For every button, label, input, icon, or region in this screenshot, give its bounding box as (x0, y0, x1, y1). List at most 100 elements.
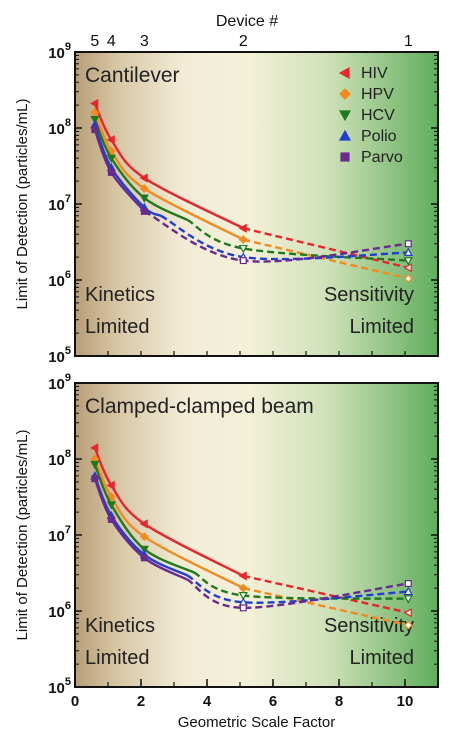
legend: HIV HPV HCV Polio Parvo (338, 65, 403, 166)
annotation-text: Limited (350, 647, 414, 669)
y-tick-label: 106 (48, 600, 71, 621)
data-point-hpv (238, 235, 248, 245)
data-point-hcv (238, 592, 248, 601)
x-tick-label: 6 (269, 693, 277, 710)
annotation-text: Kinetics (85, 615, 155, 637)
series-line-hpv (93, 458, 244, 590)
legend-label-hcv: HCV (361, 107, 395, 124)
legend-label-polio: Polio (361, 128, 397, 145)
data-point-hcv (238, 244, 248, 254)
data-point-hiv (89, 98, 99, 109)
series-dashed-line-parvo (186, 578, 409, 610)
plot-background (75, 52, 438, 356)
data-point-hiv (238, 223, 247, 233)
x-tick-label: 2 (137, 693, 145, 710)
data-point-hcv (90, 115, 100, 125)
data-point-polio (403, 586, 413, 596)
top-axis-tick-label: 4 (107, 33, 116, 50)
data-point-hpv (139, 532, 149, 542)
data-point-hiv (139, 519, 148, 529)
x-tick-label: 0 (71, 693, 79, 710)
data-point-hcv (90, 460, 100, 470)
panel-title: Clamped-clamped beam (85, 395, 314, 418)
data-point-parvo (91, 475, 99, 483)
series-line-hcv (93, 118, 188, 221)
y-tick-label: 108 (48, 448, 71, 469)
series-dashed-line-hcv (193, 571, 409, 600)
data-point-parvo (239, 604, 247, 612)
data-point-hcv (403, 595, 413, 604)
annotation-text: Limited (85, 316, 149, 338)
series-line-hcv (93, 463, 195, 574)
data-point-hcv (139, 545, 149, 555)
data-point-parvo (239, 257, 247, 265)
y-tick-label: 106 (48, 269, 71, 290)
panel-clamped-clamped-beam: 105 106 107 108 109 0 2 4 6 8 10 Clamped-clamped be… (14, 372, 439, 731)
y-axis-label: Limit of Detection (particles/mL) (14, 99, 31, 310)
series-dashed-line-polio (186, 574, 409, 604)
annotation-text: Sensitivity (324, 284, 414, 306)
data-point-hiv (139, 173, 148, 183)
legend-label-hiv: HIV (361, 65, 388, 82)
legend-label-parvo: Parvo (361, 149, 403, 166)
y-tick-label: 109 (48, 372, 71, 393)
data-point-parvo (107, 516, 115, 523)
data-point-parvo (140, 207, 148, 215)
plot-background (75, 383, 438, 687)
legend-label-hpv: HPV (361, 86, 394, 103)
series-dashed-line-hiv (243, 227, 409, 269)
top-axis-title: Device # (216, 13, 278, 30)
data-point-polio (403, 247, 413, 256)
legend-marker-hiv (338, 66, 350, 80)
series-dashed-line-hiv (243, 574, 409, 614)
legend-marker-parvo (340, 152, 350, 162)
series-line-hpv (93, 112, 244, 241)
y-tick-label: 108 (48, 117, 71, 138)
series-line-hiv (93, 447, 244, 577)
y-tick-label: 107 (48, 193, 71, 214)
series-dashed-line-polio (160, 214, 409, 261)
top-axis-tick-label: 5 (90, 33, 99, 50)
top-axis-tick-label: 1 (404, 33, 413, 50)
data-point-parvo (404, 240, 412, 248)
data-point-hcv (106, 501, 116, 510)
data-point-hpv (238, 583, 248, 593)
data-point-parvo (107, 168, 115, 176)
data-point-hcv (106, 154, 116, 164)
data-point-hpv (139, 184, 149, 193)
data-point-hiv (106, 135, 115, 145)
y-axis-label: Limit of Detection (particles/mL) (14, 430, 31, 641)
top-axis-tick-label: 2 (239, 33, 248, 50)
y-tick-label: 109 (48, 41, 71, 62)
top-axis-tick-label: 3 (140, 33, 149, 50)
data-point-hpv (403, 273, 413, 283)
y-tick-label: 107 (48, 524, 71, 545)
plot-frame (74, 51, 439, 357)
series-dashed-line-hcv (186, 218, 409, 262)
data-point-hiv (89, 443, 99, 453)
series-dashed-line-hpv (243, 586, 409, 627)
data-point-hpv (106, 492, 116, 502)
annotation-text: Kinetics (85, 284, 155, 306)
legend-marker-hcv (338, 110, 352, 122)
plot-frame (74, 382, 439, 688)
panel-title: Cantilever (85, 64, 180, 87)
data-point-hiv (403, 608, 412, 618)
x-tick-label: 4 (203, 693, 212, 710)
data-point-hpv (403, 620, 413, 630)
annotation-text: Limited (350, 316, 414, 338)
y-tick-label: 105 (48, 676, 71, 697)
data-point-hiv (238, 571, 247, 581)
x-tick-label: 8 (335, 693, 343, 710)
annotation-text: Limited (85, 647, 149, 669)
x-axis-label: Geometric Scale Factor (178, 714, 336, 731)
data-point-hcv (139, 194, 149, 203)
series-line-hiv (93, 103, 244, 230)
data-point-hiv (106, 480, 115, 490)
annotation-text: Sensitivity (324, 615, 414, 637)
panel-cantilever: 105 106 107 108 109 Cantilever Kinetics Limited… (14, 41, 439, 366)
data-point-parvo (140, 554, 148, 562)
series-line-polio (93, 124, 162, 217)
data-point-parvo (404, 580, 412, 587)
